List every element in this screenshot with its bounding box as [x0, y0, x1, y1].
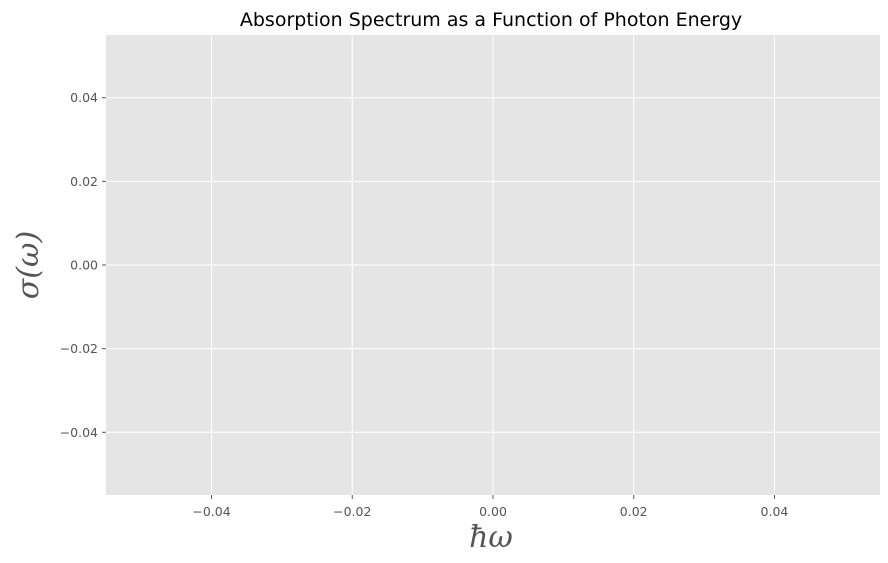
y-tick-label: 0.04 — [70, 90, 98, 105]
grid — [106, 35, 880, 495]
y-axis-ticks: −0.04 −0.02 0.00 0.02 0.04 — [60, 90, 106, 440]
y-tick-label: 0.02 — [70, 174, 98, 189]
x-tick-label: −0.02 — [333, 504, 371, 519]
x-tick-label: 0.00 — [479, 504, 507, 519]
y-tick-label: −0.04 — [60, 425, 98, 440]
x-tick-label: 0.02 — [620, 504, 648, 519]
x-axis-ticks: −0.04 −0.02 0.00 0.02 0.04 — [192, 495, 788, 519]
x-axis-label: ħω — [469, 520, 513, 555]
y-tick-label: 0.00 — [70, 258, 98, 273]
y-axis-label: σ(ω) — [11, 231, 46, 299]
x-tick-label: −0.04 — [192, 504, 230, 519]
x-tick-label: 0.04 — [761, 504, 789, 519]
y-tick-label: −0.02 — [60, 341, 98, 356]
chart-title: Absorption Spectrum as a Function of Pho… — [240, 9, 742, 31]
